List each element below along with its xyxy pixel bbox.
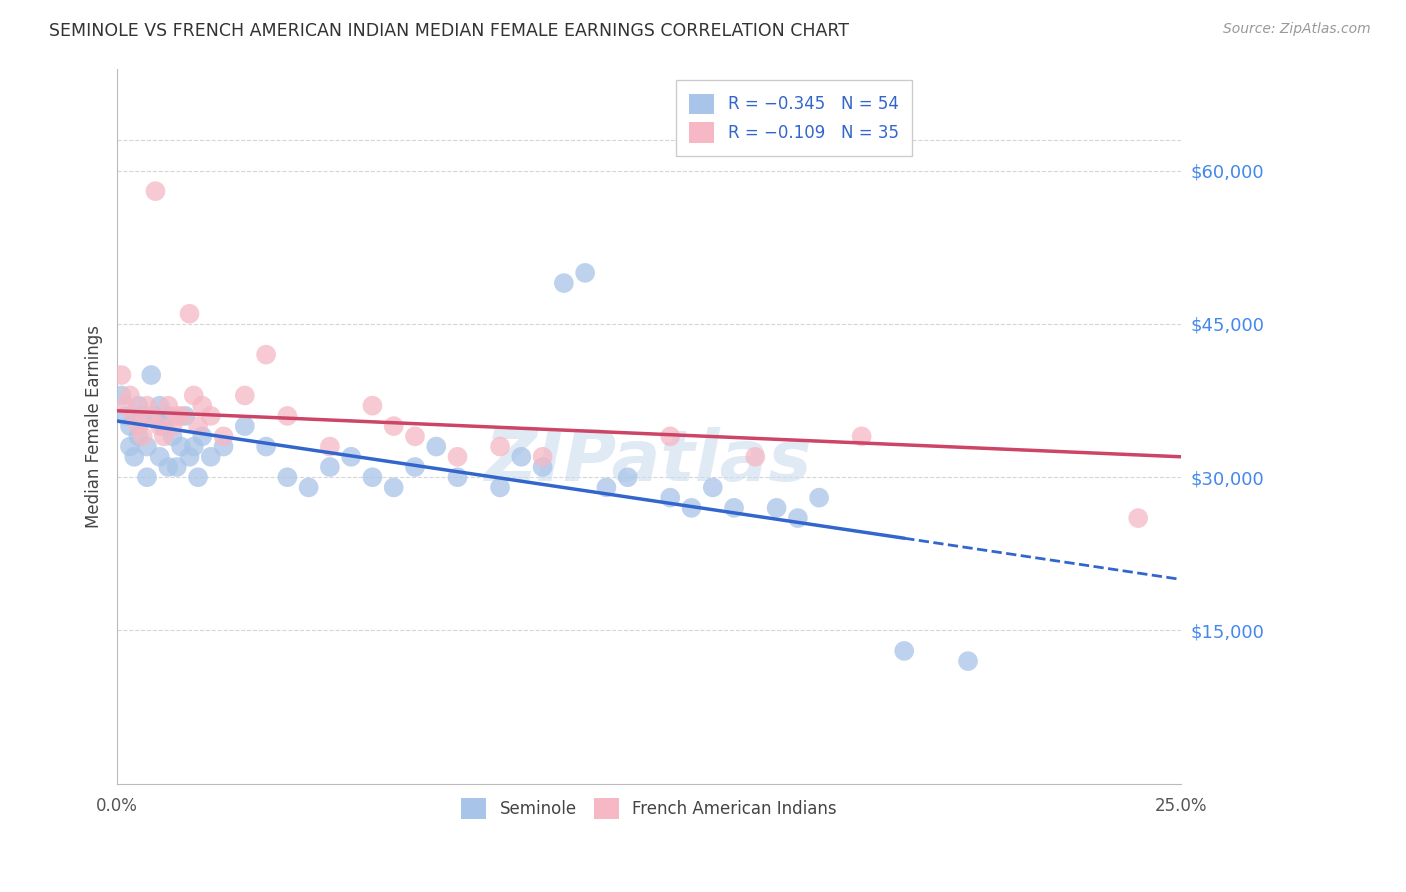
Point bbox=[361, 399, 384, 413]
Point bbox=[149, 450, 172, 464]
Point bbox=[179, 307, 201, 321]
Point bbox=[765, 500, 787, 515]
Point bbox=[127, 419, 149, 434]
Point bbox=[233, 419, 256, 434]
Point bbox=[382, 480, 405, 494]
Point bbox=[132, 409, 155, 423]
Point bbox=[956, 654, 979, 668]
Point bbox=[149, 419, 172, 434]
Point bbox=[153, 419, 176, 434]
Point bbox=[141, 409, 163, 423]
Point bbox=[157, 409, 180, 423]
Point bbox=[489, 440, 512, 454]
Point bbox=[276, 409, 298, 423]
Point bbox=[212, 440, 235, 454]
Point bbox=[183, 440, 205, 454]
Text: ZIPatlas: ZIPatlas bbox=[485, 427, 813, 496]
Text: SEMINOLE VS FRENCH AMERICAN INDIAN MEDIAN FEMALE EARNINGS CORRELATION CHART: SEMINOLE VS FRENCH AMERICAN INDIAN MEDIA… bbox=[49, 22, 849, 40]
Point bbox=[510, 450, 533, 464]
Point bbox=[191, 399, 214, 413]
Point bbox=[382, 419, 405, 434]
Point bbox=[404, 429, 426, 443]
Point bbox=[595, 480, 617, 494]
Point bbox=[553, 276, 575, 290]
Point bbox=[233, 388, 256, 402]
Point bbox=[446, 470, 468, 484]
Point bbox=[200, 450, 222, 464]
Point bbox=[136, 440, 159, 454]
Point bbox=[425, 440, 447, 454]
Text: Source: ZipAtlas.com: Source: ZipAtlas.com bbox=[1223, 22, 1371, 37]
Point bbox=[893, 644, 915, 658]
Point bbox=[489, 480, 512, 494]
Point bbox=[170, 409, 193, 423]
Y-axis label: Median Female Earnings: Median Female Earnings bbox=[86, 325, 103, 528]
Point bbox=[166, 460, 188, 475]
Point bbox=[340, 450, 363, 464]
Point bbox=[319, 460, 342, 475]
Point bbox=[404, 460, 426, 475]
Point bbox=[681, 500, 703, 515]
Point bbox=[574, 266, 596, 280]
Point bbox=[187, 470, 209, 484]
Point bbox=[851, 429, 873, 443]
Point bbox=[110, 368, 132, 382]
Point bbox=[153, 429, 176, 443]
Point bbox=[786, 511, 808, 525]
Point bbox=[118, 388, 141, 402]
Point bbox=[141, 368, 163, 382]
Point bbox=[298, 480, 321, 494]
Point bbox=[174, 409, 197, 423]
Point bbox=[136, 399, 159, 413]
Point bbox=[122, 409, 145, 423]
Point bbox=[702, 480, 724, 494]
Point bbox=[166, 409, 188, 423]
Point bbox=[114, 399, 136, 413]
Point bbox=[149, 399, 172, 413]
Point bbox=[170, 440, 193, 454]
Point bbox=[145, 409, 167, 423]
Point bbox=[616, 470, 638, 484]
Point bbox=[808, 491, 831, 505]
Legend: Seminole, French American Indians: Seminole, French American Indians bbox=[454, 792, 844, 825]
Point bbox=[132, 429, 155, 443]
Point bbox=[659, 429, 682, 443]
Point bbox=[187, 419, 209, 434]
Point bbox=[179, 450, 201, 464]
Point bbox=[162, 419, 184, 434]
Point bbox=[1128, 511, 1150, 525]
Point bbox=[361, 470, 384, 484]
Point bbox=[118, 419, 141, 434]
Point bbox=[659, 491, 682, 505]
Point bbox=[157, 399, 180, 413]
Point bbox=[254, 348, 277, 362]
Point bbox=[118, 440, 141, 454]
Point bbox=[136, 470, 159, 484]
Point bbox=[744, 450, 766, 464]
Point bbox=[276, 470, 298, 484]
Point bbox=[531, 450, 554, 464]
Point bbox=[319, 440, 342, 454]
Point bbox=[212, 429, 235, 443]
Point bbox=[127, 399, 149, 413]
Point bbox=[191, 429, 214, 443]
Point bbox=[127, 429, 149, 443]
Point bbox=[110, 388, 132, 402]
Point bbox=[531, 460, 554, 475]
Point bbox=[254, 440, 277, 454]
Point bbox=[122, 450, 145, 464]
Point bbox=[446, 450, 468, 464]
Point bbox=[114, 409, 136, 423]
Point bbox=[162, 429, 184, 443]
Point bbox=[183, 388, 205, 402]
Point bbox=[723, 500, 745, 515]
Point bbox=[200, 409, 222, 423]
Point bbox=[145, 184, 167, 198]
Point bbox=[157, 460, 180, 475]
